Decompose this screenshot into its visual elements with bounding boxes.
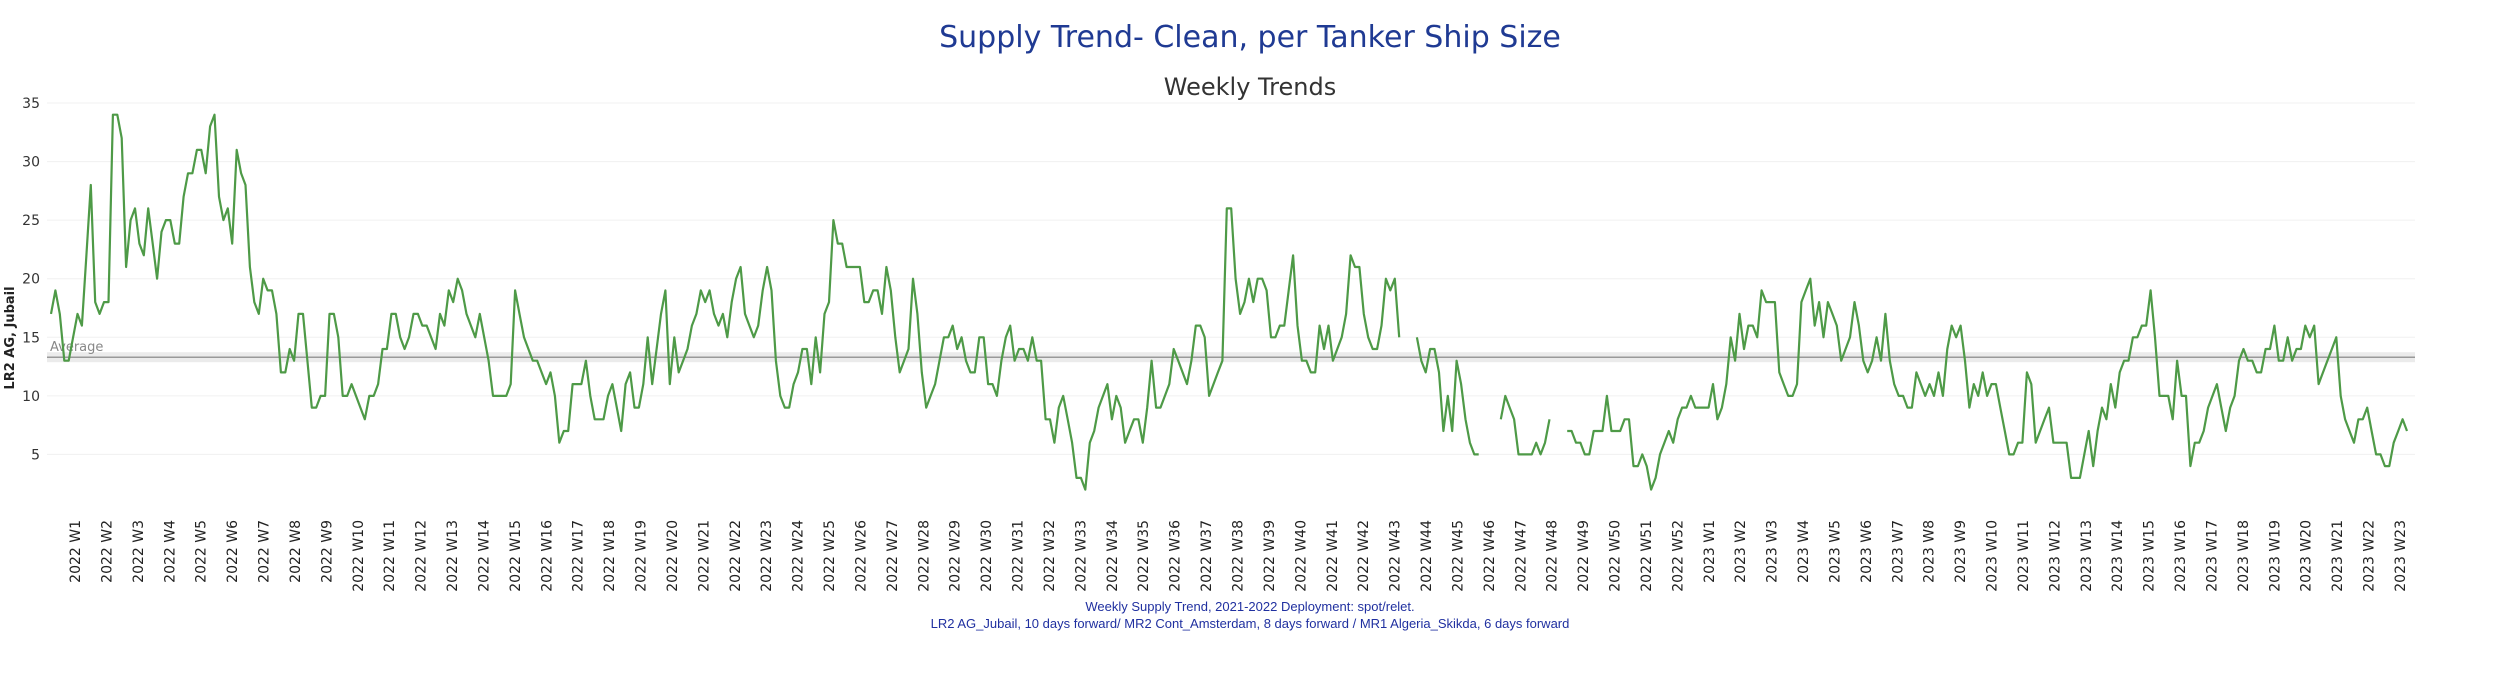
x-tick-label: 2022 W18 (602, 520, 618, 592)
y-tick-label: 25 (22, 213, 40, 229)
x-tick-label: 2022 W10 (351, 520, 367, 592)
series-line-segment (1499, 394, 1551, 456)
x-tick-label: 2023 W12 (2047, 520, 2063, 592)
x-tick-label: 2022 W9 (319, 520, 335, 583)
series-line-segment (1415, 337, 1479, 456)
series-line-segment (49, 113, 1401, 491)
x-tick-label: 2022 W25 (822, 520, 838, 592)
x-tick-label: 2022 W35 (1136, 520, 1152, 592)
x-tick-label: 2023 W18 (2236, 520, 2252, 592)
y-axis-label: LR2 AG, Jubail (3, 286, 18, 389)
y-tick-label: 30 (22, 155, 40, 171)
x-tick-label: 2023 W19 (2267, 520, 2283, 592)
x-tick-label: 2022 W44 (1419, 520, 1435, 592)
x-tick-label: 2022 W43 (1388, 520, 1404, 592)
x-tick-label: 2022 W13 (445, 520, 461, 592)
x-tick-label: 2022 W3 (131, 520, 147, 583)
x-tick-label: 2022 W30 (979, 520, 995, 592)
chart-title: Supply Trend- Clean, per Tanker Ship Siz… (939, 20, 1561, 55)
x-tick-label: 2023 W20 (2299, 520, 2315, 592)
x-tick-label: 2022 W20 (665, 520, 681, 592)
footnote-line-2: LR2 AG_Jubail, 10 days forward/ MR2 Cont… (930, 616, 1570, 631)
x-tick-label: 2023 W3 (1765, 520, 1781, 583)
x-tick-label: 2022 W12 (414, 520, 430, 592)
x-tick-label: 2023 W14 (2110, 520, 2126, 592)
x-tick-label: 2023 W6 (1859, 520, 1875, 583)
y-tick-label: 15 (22, 330, 40, 346)
x-tick-label: 2022 W32 (1042, 520, 1058, 592)
x-tick-label: 2022 W8 (288, 520, 304, 583)
x-tick-label: 2023 W9 (1953, 520, 1969, 583)
y-tick-label: 20 (22, 272, 40, 288)
x-tick-label: 2023 W11 (2016, 520, 2032, 592)
x-tick-label: 2022 W6 (225, 520, 241, 583)
x-tick-label: 2022 W51 (1639, 520, 1655, 592)
x-tick-label: 2023 W10 (1985, 520, 2001, 592)
x-tick-label: 2022 W4 (162, 520, 178, 583)
x-tick-label: 2023 W21 (2330, 520, 2346, 592)
x-tick-label: 2022 W42 (1356, 520, 1372, 592)
chart-subtitle: Weekly Trends (1163, 73, 1337, 101)
x-tick-label: 2022 W29 (948, 520, 964, 592)
x-tick-label: 2022 W39 (1262, 520, 1278, 592)
x-tick-label: 2023 W13 (2079, 520, 2095, 592)
x-tick-label: 2023 W22 (2362, 520, 2378, 592)
x-tick-label: 2023 W1 (1702, 520, 1718, 583)
x-tick-label: 2022 W52 (1670, 520, 1686, 592)
x-tick-label: 2023 W15 (2142, 520, 2158, 592)
x-tick-label: 2022 W26 (854, 520, 870, 592)
x-tick-label: 2022 W36 (1168, 520, 1184, 592)
y-tick-label: 10 (22, 389, 40, 405)
x-tick-label: 2023 W4 (1796, 520, 1812, 583)
x-tick-label: 2022 W28 (916, 520, 932, 592)
x-tick-label: 2022 W15 (508, 520, 524, 592)
x-tick-label: 2022 W5 (194, 520, 210, 583)
x-tick-label: 2022 W23 (759, 520, 775, 592)
x-tick-label: 2022 W2 (99, 520, 115, 583)
x-tick-label: 2022 W19 (634, 520, 650, 592)
x-tick-label: 2022 W31 (1011, 520, 1027, 592)
x-tick-label: 2022 W16 (539, 520, 555, 592)
x-tick-label: 2022 W50 (1608, 520, 1624, 592)
x-tick-label: 2022 W34 (1105, 520, 1121, 592)
footnote-line-1: Weekly Supply Trend, 2021-2022 Deploymen… (1085, 599, 1415, 614)
series-line-segment (1567, 277, 2409, 491)
x-tick-label: 2022 W33 (1073, 520, 1089, 592)
y-tick-label: 5 (31, 447, 40, 463)
x-tick-label: 2023 W17 (2205, 520, 2221, 592)
x-tick-label: 2023 W16 (2173, 520, 2189, 592)
x-tick-label: 2022 W49 (1576, 520, 1592, 592)
x-tick-label: 2022 W27 (885, 520, 901, 592)
x-tick-label: 2022 W47 (1513, 520, 1529, 592)
x-tick-label: 2022 W40 (1293, 520, 1309, 592)
x-tick-label: 2022 W41 (1325, 520, 1341, 592)
y-tick-label: 35 (22, 96, 40, 112)
x-tick-label: 2023 W2 (1733, 520, 1749, 583)
x-tick-label: 2023 W23 (2393, 520, 2409, 592)
x-tick-label: 2022 W1 (68, 520, 84, 583)
x-tick-label: 2022 W17 (571, 520, 587, 592)
x-tick-label: 2022 W22 (728, 520, 744, 592)
x-tick-label: 2022 W21 (696, 520, 712, 592)
x-tick-label: 2022 W38 (1231, 520, 1247, 592)
average-label: Average (50, 340, 103, 355)
x-tick-label: 2022 W11 (382, 520, 398, 592)
x-tick-label: 2022 W46 (1482, 520, 1498, 592)
x-tick-label: 2023 W7 (1890, 520, 1906, 583)
x-tick-label: 2022 W48 (1545, 520, 1561, 592)
x-tick-label: 2022 W7 (257, 520, 273, 583)
x-tick-label: 2023 W5 (1828, 520, 1844, 583)
x-tick-label: 2022 W37 (1199, 520, 1215, 592)
x-tick-label: 2022 W24 (791, 520, 807, 592)
x-tick-label: 2023 W8 (1922, 520, 1938, 583)
x-tick-label: 2022 W45 (1450, 520, 1466, 592)
x-tick-label: 2022 W14 (476, 520, 492, 592)
